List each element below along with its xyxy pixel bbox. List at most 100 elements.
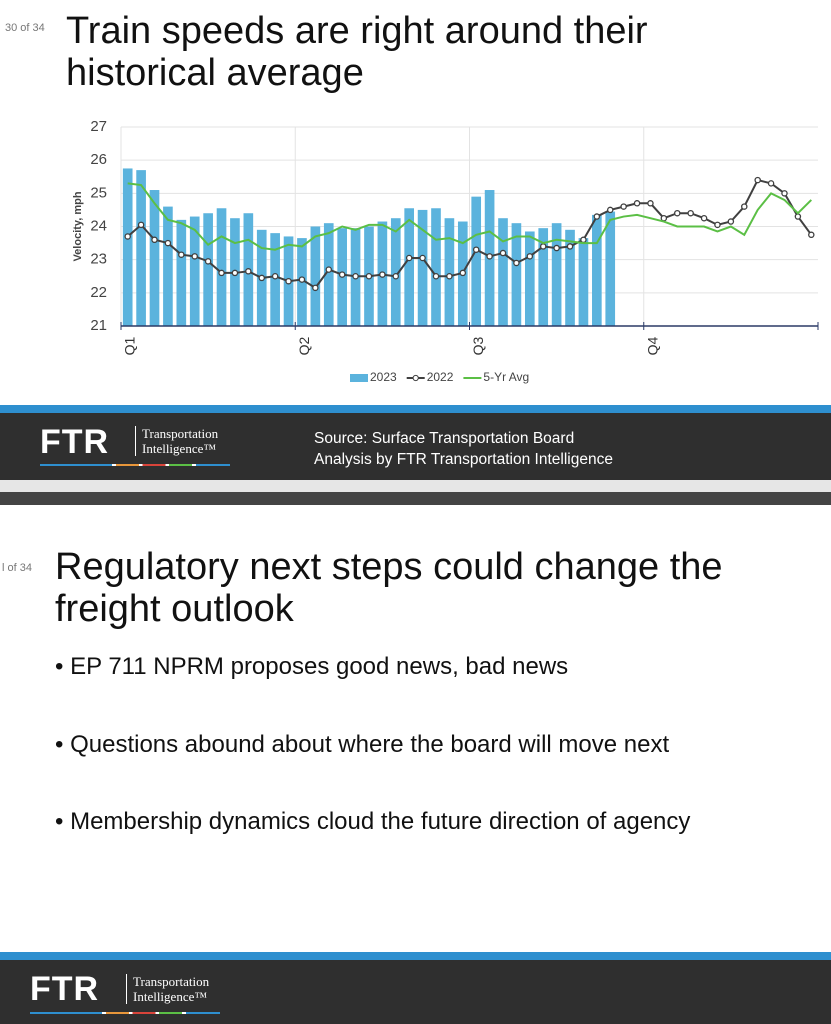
marker — [499, 249, 507, 257]
page-number: l of 34 — [2, 562, 32, 574]
marker — [325, 266, 333, 273]
marker — [714, 221, 721, 229]
y-tick-label: 22 — [90, 284, 107, 301]
footer — [0, 413, 831, 480]
marker — [124, 233, 131, 240]
bar — [538, 228, 549, 326]
separator — [0, 492, 831, 505]
bullet-text: EP 711 NPRM proposes good news, bad news — [70, 653, 569, 680]
bar — [323, 223, 334, 326]
marker — [137, 221, 145, 229]
marker — [338, 271, 346, 278]
bullet: • Questions abound about where the board… — [55, 731, 670, 758]
slide-title: Regulatory next steps could change the f… — [55, 546, 723, 630]
bullet: • Membership dynamics cloud the future d… — [55, 808, 691, 835]
logo: FTR — [40, 423, 110, 461]
source: Source: Surface Transportation Board Anal… — [314, 428, 613, 470]
y-tick-label: 27 — [90, 118, 107, 135]
marker — [204, 258, 212, 265]
marker — [808, 231, 815, 239]
logo-text: Transportation Intelligence™ — [126, 974, 209, 1004]
logo-line: Transportation — [142, 426, 219, 441]
x-tick-label: Q4 — [644, 336, 660, 355]
y-tick-label: 21 — [90, 317, 107, 334]
line — [127, 182, 813, 251]
marker — [271, 272, 279, 280]
bar — [498, 218, 508, 326]
marker — [405, 254, 413, 262]
bar — [551, 223, 562, 326]
page-number: 30 of 34 — [5, 22, 45, 34]
marker — [486, 253, 493, 260]
bar — [176, 219, 187, 326]
logo-rule — [40, 464, 230, 466]
marker — [218, 269, 225, 277]
footer-stripe — [0, 952, 831, 960]
footer-stripe — [0, 405, 831, 413]
bar — [524, 231, 535, 326]
logo-line: Intelligence™ — [133, 989, 208, 1004]
y-axis-label: Velocity, mph — [72, 191, 84, 261]
x-tick-label: Q2 — [296, 336, 312, 355]
marker — [620, 203, 627, 210]
bar — [578, 238, 589, 326]
marker — [459, 269, 467, 277]
source-line: Source: Surface Transportation Board — [314, 430, 575, 447]
marker — [580, 236, 587, 244]
marker — [365, 272, 373, 280]
marker — [566, 243, 574, 250]
marker — [513, 259, 520, 267]
marker — [741, 203, 748, 210]
bar — [203, 213, 213, 326]
y-tick-label: 25 — [90, 184, 107, 201]
bar — [417, 209, 428, 326]
source-line: Analysis by FTR Transportation Intellige… — [314, 451, 613, 468]
bar — [136, 170, 146, 326]
x-tick-label: Q3 — [470, 336, 486, 355]
marker — [754, 176, 761, 184]
bar — [163, 206, 173, 326]
marker — [312, 284, 319, 292]
marker — [432, 272, 440, 280]
bullet-text: Questions abound about where the board w… — [70, 731, 670, 758]
marker — [352, 272, 359, 280]
legend-label: 5-Yr Avg — [483, 370, 529, 384]
legend-label: 2022 — [427, 370, 454, 384]
marker — [593, 213, 601, 220]
y-tick-label: 23 — [90, 251, 107, 268]
bar — [270, 233, 280, 326]
marker — [727, 218, 735, 225]
marker — [781, 190, 788, 197]
footer — [0, 960, 831, 1024]
logo-rule — [30, 1012, 220, 1014]
marker — [392, 272, 400, 280]
marker — [446, 272, 453, 280]
bar — [310, 226, 321, 326]
legend-label: 2023 — [370, 370, 397, 384]
marker — [285, 277, 292, 285]
bar — [565, 229, 575, 326]
marker — [191, 253, 198, 260]
marker — [606, 206, 614, 214]
line — [127, 178, 813, 290]
legend-marker — [412, 374, 419, 382]
marker — [231, 269, 239, 277]
bar — [404, 208, 415, 326]
marker — [700, 214, 708, 222]
separator — [0, 480, 831, 492]
slide-title: Train speeds are right around their hist… — [66, 10, 648, 94]
bar — [122, 168, 133, 326]
marker — [472, 246, 480, 253]
bar — [605, 211, 616, 326]
marker — [419, 254, 426, 262]
logo-line: Intelligence™ — [142, 441, 217, 456]
bar — [431, 208, 441, 326]
logo: FTR — [30, 970, 100, 1008]
bar — [149, 190, 160, 326]
marker — [379, 271, 386, 278]
bar — [216, 208, 227, 326]
logo-line: Transportation — [133, 974, 210, 989]
marker — [526, 253, 534, 260]
bar — [390, 218, 401, 326]
